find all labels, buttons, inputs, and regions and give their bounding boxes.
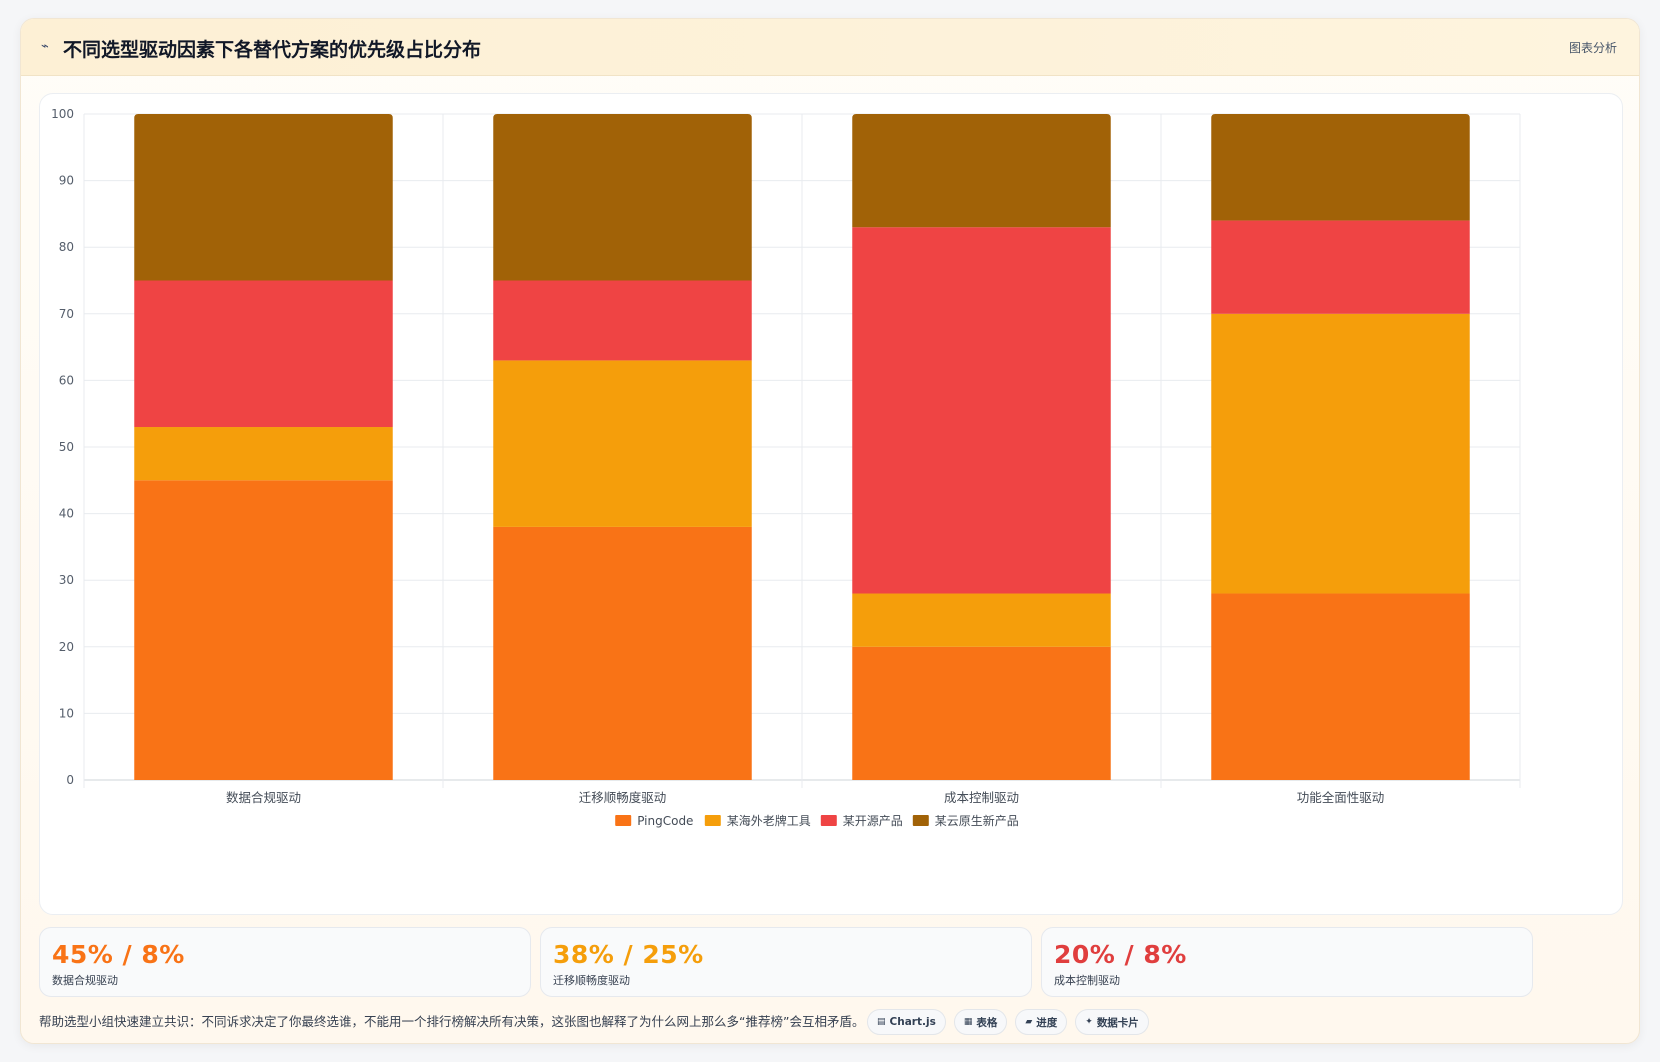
tag-label: Chart.js <box>889 1016 936 1028</box>
tag-progress[interactable]: ▰ 进度 <box>1015 1009 1068 1035</box>
bar-segment <box>134 427 393 481</box>
table-icon: ▦ <box>963 1017 973 1027</box>
x-tick-label: 成本控制驱动 <box>944 790 1019 805</box>
y-tick-label: 50 <box>59 440 74 454</box>
bar-segment <box>852 593 1111 647</box>
x-tick-label: 功能全面性驱动 <box>1297 790 1385 805</box>
chart-line-icon: ⌁ <box>41 39 49 54</box>
y-tick-label: 10 <box>59 706 74 720</box>
bar-segment <box>493 114 752 281</box>
tag-table[interactable]: ▦ 表格 <box>953 1009 1008 1035</box>
legend-label: PingCode <box>637 814 693 828</box>
legend-swatch <box>820 815 837 826</box>
chart-analysis-link[interactable]: 图表分析 <box>1568 41 1617 55</box>
card-icon: ✦ <box>1085 1017 1093 1027</box>
stat-label: 数据合规驱动 <box>52 974 118 987</box>
stat-value: 20% / 8% <box>1054 940 1187 969</box>
card-footer: 帮助选型小组快速建立共识：不同诉求决定了你最终选谁，不能用一个排行榜解决所有决策… <box>39 1009 1621 1039</box>
legend-label: 某云原生新产品 <box>935 813 1019 828</box>
tag-label: 表格 <box>976 1016 998 1029</box>
bar-segment <box>134 280 393 428</box>
bar-segment <box>852 646 1111 780</box>
stacked-bar-chart: 0 10 20 30 40 50 60 70 80 90 100 数据合规驱动 迁移顺畅度驱动 成本控制驱… <box>51 107 1521 828</box>
bar-segment <box>1211 593 1470 780</box>
legend-swatch <box>704 815 721 826</box>
progress-icon: ▰ <box>1025 1017 1033 1027</box>
chart-panel: 0 10 20 30 40 50 60 70 80 90 100 数据合规驱动 迁移顺畅度驱动 成本控制驱… <box>39 93 1623 915</box>
y-tick-label: 100 <box>51 107 74 121</box>
card-header: ⌁ 不同选型驱动因素下各替代方案的优先级占比分布 图表分析 <box>21 19 1639 76</box>
y-tick-label: 80 <box>59 240 74 254</box>
bar-segment <box>134 114 393 281</box>
bar-segment <box>1211 220 1470 314</box>
bar-segment <box>852 114 1111 228</box>
bar-segment <box>1211 114 1470 221</box>
bar-segment <box>134 480 393 780</box>
chart-title: 不同选型驱动因素下各替代方案的优先级占比分布 <box>63 39 482 61</box>
bar-segment <box>852 227 1111 594</box>
stat-label: 迁移顺畅度驱动 <box>553 974 630 987</box>
legend-label: 某海外老牌工具 <box>727 813 811 828</box>
y-tick-label: 40 <box>59 507 74 521</box>
legend-swatch <box>615 815 632 826</box>
stat-card-migration: 38% / 25% 迁移顺畅度驱动 <box>540 927 1032 997</box>
y-tick-label: 20 <box>59 640 74 654</box>
footer-note: 帮助选型小组快速建立共识：不同诉求决定了你最终选谁，不能用一个排行榜解决所有决策… <box>39 1014 865 1029</box>
y-tick-label: 90 <box>59 174 74 188</box>
stat-label: 成本控制驱动 <box>1054 974 1120 987</box>
tag-label: 数据卡片 <box>1096 1016 1139 1029</box>
stat-value: 45% / 8% <box>52 940 185 969</box>
stat-cards: 45% / 8% 数据合规驱动 38% / 25% 迁移顺畅度驱动 20% / … <box>39 927 1621 997</box>
x-tick-label: 迁移顺畅度驱动 <box>579 790 667 805</box>
x-tick-label: 数据合规驱动 <box>226 790 301 805</box>
bar-segment <box>493 526 752 780</box>
legend-swatch <box>912 815 929 826</box>
stat-value: 38% / 25% <box>553 940 704 969</box>
tag-list: ▤ Chart.js ▦ 表格 ▰ 进度 ✦ 数据卡片 <box>867 1009 1149 1035</box>
y-tick-label: 70 <box>59 307 74 321</box>
tag-label: 进度 <box>1036 1016 1058 1029</box>
bar-segment <box>493 280 752 361</box>
chart-icon: ▤ <box>877 1017 886 1027</box>
stat-card-cost: 20% / 8% 成本控制驱动 <box>1041 927 1533 997</box>
chart-card: ⌁ 不同选型驱动因素下各替代方案的优先级占比分布 图表分析 0 10 20 30 40 5… <box>20 18 1640 1044</box>
y-tick-label: 60 <box>59 373 74 387</box>
y-tick-label: 30 <box>59 573 74 587</box>
tag-data-card[interactable]: ✦ 数据卡片 <box>1075 1009 1149 1035</box>
stat-card-compliance: 45% / 8% 数据合规驱动 <box>39 927 531 997</box>
y-tick-label: 0 <box>66 773 74 787</box>
legend-label: 某开源产品 <box>843 814 903 828</box>
bar-segment <box>1211 313 1470 594</box>
tag-chartjs[interactable]: ▤ Chart.js <box>867 1009 946 1035</box>
bar-segment <box>493 360 752 527</box>
